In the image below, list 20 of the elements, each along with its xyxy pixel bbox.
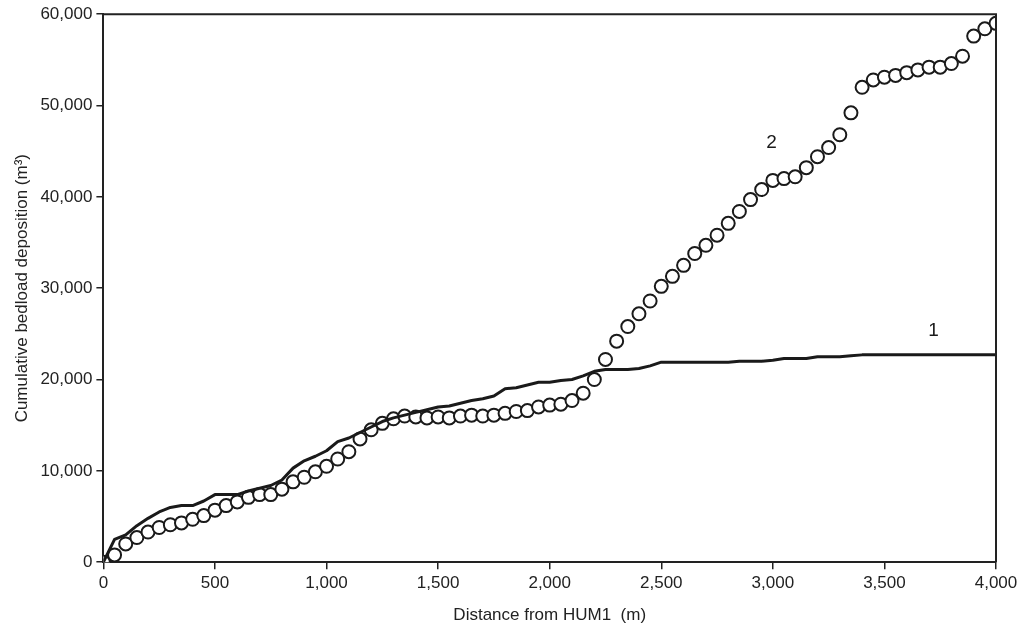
x-tick-label: 1,000 <box>305 573 348 593</box>
y-tick-label: 60,000 <box>40 3 93 23</box>
series-label: 1 <box>928 319 939 341</box>
y-tick-label: 10,000 <box>40 460 93 480</box>
y-tick-label: 40,000 <box>40 186 93 206</box>
x-tick-label: 2,500 <box>640 573 683 593</box>
x-tick-label: 3,500 <box>863 573 906 593</box>
y-tick-label: 30,000 <box>40 277 93 297</box>
y-axis-title: Cumulative bedload deposition (m³) <box>11 154 31 423</box>
x-axis-title: Distance from HUM1 (m) <box>453 605 647 625</box>
y-tick-label: 0 <box>82 551 93 571</box>
x-tick-label: 1,500 <box>416 573 460 593</box>
x-tick-label: 3,000 <box>751 573 795 593</box>
x-tick-label: 2,000 <box>528 573 571 593</box>
x-tick-label: 0 <box>98 573 109 593</box>
x-tick-label: 4,000 <box>974 573 1018 593</box>
x-tick-label: 500 <box>200 573 230 593</box>
series-label: 2 <box>766 131 777 153</box>
y-tick-label: 50,000 <box>40 95 93 115</box>
y-tick-label: 20,000 <box>40 369 93 389</box>
